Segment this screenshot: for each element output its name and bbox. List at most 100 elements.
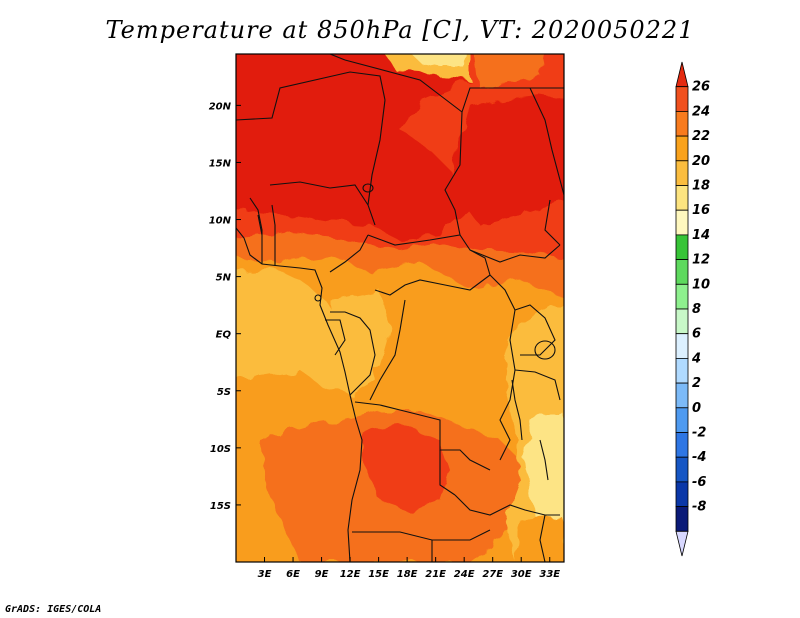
colorbar-swatch bbox=[675, 135, 689, 162]
band-16-east bbox=[525, 410, 564, 540]
colorbar-swatch bbox=[675, 234, 689, 260]
border-algeria-libya bbox=[329, 54, 346, 61]
colorbar-label: -6 bbox=[692, 475, 706, 490]
colorbar-label: 24 bbox=[692, 104, 710, 119]
lon-tick-label: 27E bbox=[482, 569, 503, 580]
lat-tick-label: 10S bbox=[210, 444, 231, 455]
colorbar-label: 4 bbox=[691, 351, 701, 366]
lake-chad bbox=[362, 183, 374, 193]
lon-tick-label: 18E bbox=[397, 569, 418, 580]
lon-tick-label: 15E bbox=[368, 569, 389, 580]
border-cameroon bbox=[329, 234, 369, 273]
map-title: Temperature at 850hPa [C], VT: 202005022… bbox=[105, 16, 695, 44]
grads-credit: GrADS: IGES/COLA bbox=[5, 604, 102, 615]
lake-malawi bbox=[539, 439, 549, 481]
temperature-field bbox=[236, 54, 564, 562]
colorbar-label: 0 bbox=[692, 401, 701, 416]
colorbar-label: 18 bbox=[692, 179, 710, 194]
border-mozambique bbox=[539, 514, 546, 562]
colorbar-swatch bbox=[675, 456, 689, 483]
band-16-north bbox=[411, 54, 464, 66]
colorbar-swatch bbox=[675, 86, 689, 112]
colorbar-label: 6 bbox=[692, 327, 701, 342]
lon-tick-label: 3E bbox=[258, 569, 272, 580]
colorbar-swatch bbox=[675, 530, 689, 557]
colorbar-label: 12 bbox=[692, 253, 710, 268]
colorbar-label: 10 bbox=[692, 277, 710, 292]
colorbar-swatch bbox=[675, 283, 689, 310]
border-west-africa-coastal bbox=[249, 197, 276, 266]
band-20-east-2 bbox=[515, 515, 564, 562]
gabon-border bbox=[325, 319, 346, 356]
colorbar-label: 2 bbox=[692, 376, 701, 391]
border-libya-chad bbox=[344, 59, 463, 113]
colorbar-swatch bbox=[675, 407, 689, 433]
colorbar-swatch bbox=[675, 333, 689, 359]
colorbar-swatch bbox=[675, 357, 689, 384]
lat-tick-label: 20N bbox=[209, 101, 232, 112]
lat-tick-label: 15S bbox=[210, 501, 231, 512]
lake-victoria bbox=[534, 340, 556, 360]
lon-axis: 3E 6E 9E 12E 15E 18E 21E 24E 27E 30E 33E bbox=[258, 557, 560, 580]
colorbar-label: 22 bbox=[692, 129, 710, 144]
border-drc-west bbox=[369, 299, 406, 401]
colorbar-swatch bbox=[675, 259, 689, 285]
border-mali-niger bbox=[236, 71, 386, 121]
colorbar-swatch bbox=[675, 308, 689, 335]
bioko-island bbox=[314, 294, 322, 302]
lat-tick-label: 15N bbox=[209, 158, 232, 169]
lon-tick-label: 6E bbox=[286, 569, 300, 580]
border-ethiopia bbox=[544, 199, 561, 246]
country-borders bbox=[236, 54, 564, 562]
colorbar-swatch bbox=[675, 111, 689, 137]
border-angola-zambia bbox=[439, 450, 456, 496]
lat-tick-label: 10N bbox=[209, 216, 232, 227]
band-26-plus-core bbox=[236, 54, 470, 240]
colorbar-label: -4 bbox=[692, 450, 706, 465]
lon-tick-label: 33E bbox=[539, 569, 560, 580]
band-26-plus-east bbox=[455, 95, 564, 225]
lon-tick-label: 30E bbox=[511, 569, 532, 580]
colorbar-swatch bbox=[675, 185, 689, 211]
colorbar-label: -2 bbox=[692, 426, 706, 441]
border-libya-egypt bbox=[461, 87, 564, 113]
border-congo bbox=[330, 311, 376, 396]
lat-tick-label: 5S bbox=[217, 387, 231, 398]
band-24-south bbox=[360, 425, 450, 510]
colorbar-label: 26 bbox=[692, 80, 710, 95]
lat-tick-label: 5N bbox=[216, 273, 232, 284]
band-18-20-congo bbox=[330, 290, 390, 370]
lake-tanganyika bbox=[511, 379, 523, 441]
colorbar-swatch bbox=[675, 209, 689, 236]
border-angola-drc bbox=[354, 401, 491, 471]
colorbar-swatch bbox=[675, 61, 689, 88]
lake-volta bbox=[257, 214, 263, 236]
border-niger-chad bbox=[367, 99, 386, 226]
colorbar-swatch bbox=[675, 160, 689, 186]
border-niger-nigeria bbox=[269, 181, 369, 206]
border-sudan-south bbox=[469, 244, 561, 263]
colorbar-label: 8 bbox=[692, 302, 701, 317]
border-drc-north bbox=[374, 274, 491, 296]
colorbar-label: 14 bbox=[692, 228, 710, 243]
map-frame bbox=[235, 53, 565, 563]
colorbar-swatch bbox=[675, 382, 689, 409]
lat-tick-label: EQ bbox=[216, 330, 232, 341]
border-tanzania bbox=[514, 369, 561, 401]
lon-tick-label: 9E bbox=[315, 569, 329, 580]
colorbar-label: 20 bbox=[692, 154, 710, 169]
colorbar-swatch bbox=[675, 432, 689, 458]
lon-tick-label: 21E bbox=[425, 569, 446, 580]
band-18-20-west bbox=[236, 268, 375, 395]
colorbar-swatch bbox=[675, 481, 689, 507]
lon-tick-label: 24E bbox=[454, 569, 475, 580]
lon-tick-label: 12E bbox=[340, 569, 361, 580]
colorbar-swatch bbox=[675, 506, 689, 532]
border-car bbox=[367, 234, 491, 276]
band-24-ne bbox=[475, 54, 544, 88]
colorbar-label: 16 bbox=[692, 203, 710, 218]
border-chad-sudan bbox=[444, 111, 463, 236]
coast-red-sea bbox=[529, 87, 564, 196]
